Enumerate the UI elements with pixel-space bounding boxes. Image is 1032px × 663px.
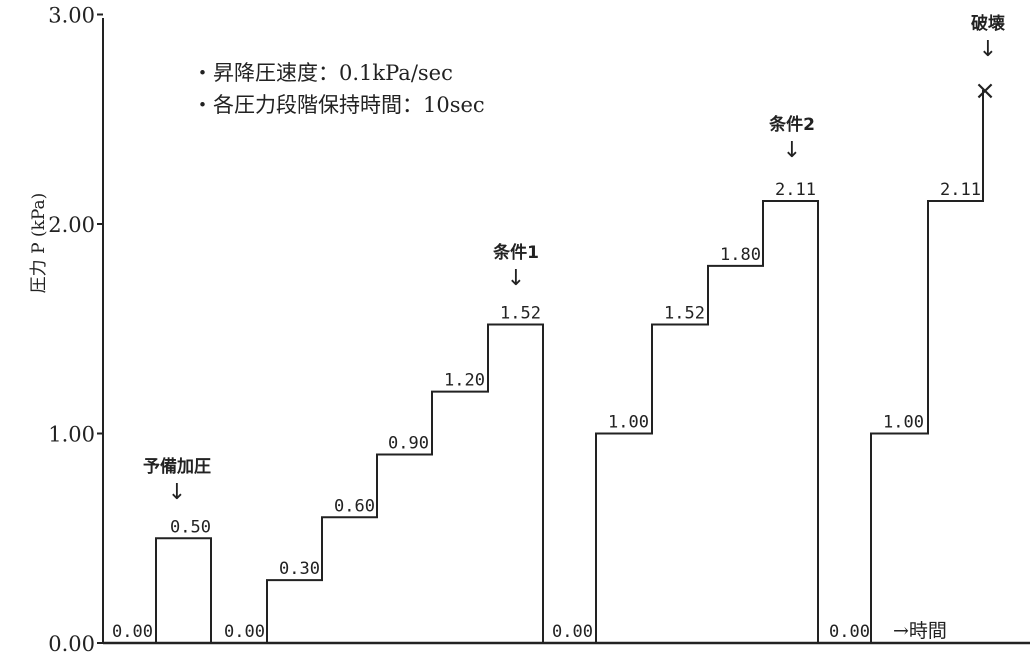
data-label: 1.52 [664, 304, 705, 324]
data-label: 2.11 [775, 180, 816, 200]
data-label: 0.90 [388, 433, 429, 453]
data-label: 0.60 [334, 496, 375, 516]
data-label: 0.00 [112, 622, 153, 642]
y-tick-label: 0.00 [48, 632, 95, 656]
down-arrow-icon: ↓ [507, 266, 525, 291]
time-direction-label: →時間 [893, 620, 947, 642]
y-ticks: 0.00 3.00 2.00 1.00 [48, 4, 103, 656]
annotation-label: 予備加圧 [143, 456, 211, 477]
annotation-label: 条件1 [492, 242, 539, 263]
y-tick-label: 3.00 [48, 4, 95, 28]
value-labels: 0.00 0.50 0.00 0.30 0.60 0.90 1.20 1.52 0.00 1.00… [112, 180, 981, 642]
data-label: 0.00 [552, 622, 593, 642]
y-axis-label: 圧力 P (kPa) [29, 193, 49, 294]
data-label: 0.50 [170, 517, 211, 537]
y-tick-label: 1.00 [48, 423, 95, 447]
data-label: 1.00 [608, 413, 649, 433]
data-label: 1.00 [883, 413, 924, 433]
data-label: 2.11 [940, 180, 981, 200]
data-label: 0.30 [279, 559, 320, 579]
down-arrow-icon: ↓ [783, 138, 801, 163]
failure-marker: × [974, 76, 996, 106]
note-line-1: ・昇降圧速度：0.1kPa/sec [192, 61, 453, 85]
pressure-step-series: × [107, 76, 996, 644]
stage-annotations: 予備加圧 ↓ 条件1 ↓ 条件2 ↓ 破壊 ↓ [143, 13, 1006, 505]
down-arrow-icon: ↓ [979, 37, 997, 62]
y-tick-label: 2.00 [48, 213, 95, 237]
data-label: 1.52 [500, 304, 541, 324]
annotation-label: 条件2 [768, 114, 815, 135]
down-arrow-icon: ↓ [168, 480, 186, 505]
data-label: 0.00 [224, 622, 265, 642]
stage-line-4 [823, 89, 984, 644]
data-label: 0.00 [829, 622, 870, 642]
data-label: 1.20 [444, 371, 485, 391]
stage-line-2 [220, 323, 544, 644]
note-line-2: ・各圧力段階保持時間：10sec [192, 93, 485, 117]
stage-line-3 [548, 199, 819, 644]
annotation-label: 破壊 [971, 13, 1006, 34]
data-label: 1.80 [720, 245, 761, 265]
